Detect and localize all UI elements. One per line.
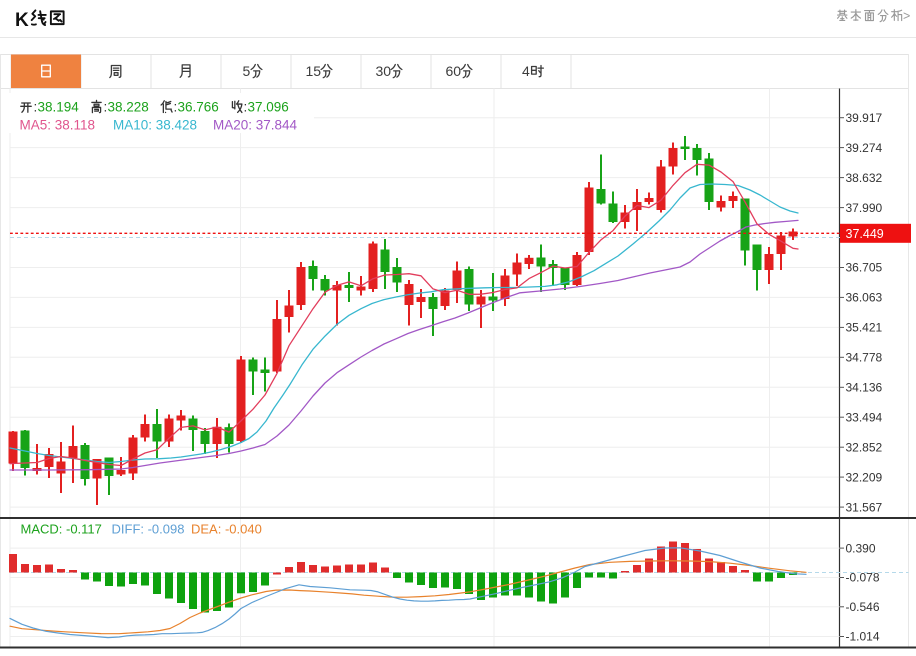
svg-text:32.209: 32.209 — [846, 470, 883, 484]
svg-text:-0.546: -0.546 — [846, 600, 880, 614]
svg-text:36.705: 36.705 — [846, 261, 883, 275]
svg-text:5: 5 — [243, 63, 251, 79]
svg-text:>: > — [903, 9, 910, 23]
svg-text:15: 15 — [306, 63, 322, 79]
svg-text:MA10: 38.428: MA10: 38.428 — [113, 118, 197, 133]
svg-text:4: 4 — [522, 63, 530, 79]
svg-text:-1.014: -1.014 — [846, 630, 880, 644]
svg-text:MA5: 38.118: MA5: 38.118 — [20, 118, 96, 133]
svg-text::: : — [104, 100, 108, 115]
svg-text:37.990: 37.990 — [846, 201, 883, 215]
svg-text:DIFF: -0.098: DIFF: -0.098 — [112, 522, 185, 537]
svg-text:36.063: 36.063 — [846, 291, 883, 305]
svg-text::: : — [244, 100, 248, 115]
svg-text:DEA: -0.040: DEA: -0.040 — [191, 522, 262, 537]
svg-text:0.390: 0.390 — [846, 541, 876, 555]
svg-text:-0.078: -0.078 — [846, 571, 880, 585]
svg-text:38.632: 38.632 — [846, 171, 883, 185]
svg-text:MACD: -0.117: MACD: -0.117 — [21, 522, 102, 537]
svg-text:MA20: 37.844: MA20: 37.844 — [213, 118, 298, 133]
svg-text:38.228: 38.228 — [108, 100, 149, 115]
svg-text:36.766: 36.766 — [178, 100, 219, 115]
svg-text:K: K — [15, 10, 29, 31]
svg-text:30: 30 — [376, 63, 392, 79]
svg-text:39.917: 39.917 — [846, 111, 883, 125]
svg-text::: : — [34, 100, 38, 115]
svg-text:37.449: 37.449 — [846, 227, 884, 241]
svg-text:33.494: 33.494 — [846, 410, 883, 424]
svg-text:39.274: 39.274 — [846, 141, 883, 155]
svg-text:60: 60 — [446, 63, 462, 79]
svg-text:32.852: 32.852 — [846, 440, 883, 454]
svg-text:34.778: 34.778 — [846, 351, 883, 365]
svg-text:35.421: 35.421 — [846, 321, 883, 335]
svg-text::: : — [174, 100, 178, 115]
svg-text:37.096: 37.096 — [248, 100, 289, 115]
svg-text:38.194: 38.194 — [38, 100, 80, 115]
svg-text:34.136: 34.136 — [846, 381, 883, 395]
svg-text:31.567: 31.567 — [846, 500, 883, 514]
